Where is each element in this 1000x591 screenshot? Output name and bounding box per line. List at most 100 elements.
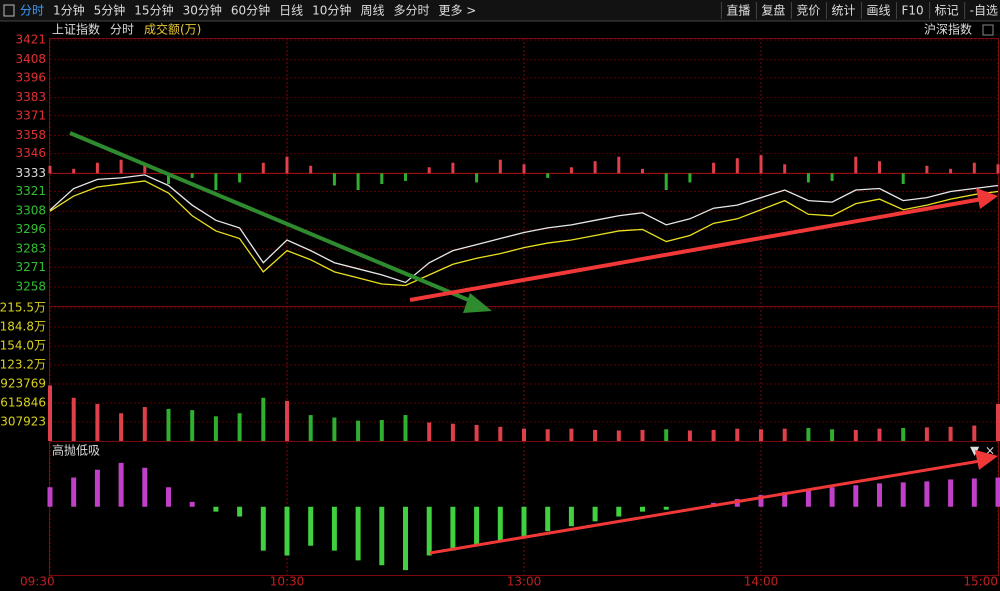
volume-bar <box>142 407 147 441</box>
indicator-bar <box>308 506 314 546</box>
breadth-bar <box>72 168 76 174</box>
panel-icon[interactable] <box>3 4 15 17</box>
close-box[interactable] <box>982 24 994 36</box>
indicator-close[interactable]: × <box>985 444 995 458</box>
toolbar-button[interactable]: F10 <box>901 4 923 18</box>
volume-bar <box>166 408 171 441</box>
breadth-bar <box>641 168 644 174</box>
breadth-bar <box>617 156 621 174</box>
metric-label: 成交额(万) <box>144 22 201 37</box>
toolbar-tab[interactable]: 5分钟 <box>94 3 126 18</box>
indicator-bar <box>189 501 195 507</box>
toolbar-tab[interactable]: 更多 > <box>438 4 476 18</box>
y-tick-label: 154.0万 <box>0 338 46 352</box>
breadth-bar <box>427 167 431 174</box>
y-tick-label: 3421 <box>15 33 46 47</box>
toolbar-tab[interactable]: 多分时 <box>393 4 429 18</box>
volume-bar <box>687 430 692 441</box>
toolbar-button[interactable]: 统计 <box>831 4 855 18</box>
indicator-bar <box>568 506 574 527</box>
volume-bar <box>237 413 242 441</box>
toolbar-tab[interactable]: 10分钟 <box>312 3 351 18</box>
breadth-bar <box>309 165 313 174</box>
toolbar-tab[interactable]: 1分钟 <box>53 3 85 18</box>
volume-bar <box>664 429 669 441</box>
indicator-bar <box>426 506 432 556</box>
indicator-bar <box>782 492 788 507</box>
trend-arrow-down <box>69 131 479 306</box>
breadth-bar <box>48 165 52 174</box>
indicator-bar <box>166 487 171 507</box>
compare-index[interactable]: 沪深指数 <box>924 22 972 37</box>
toolbar-tab[interactable]: 周线 <box>360 4 384 18</box>
arrowhead <box>463 293 492 313</box>
breadth-bar <box>167 173 170 184</box>
indicator-bar <box>284 506 290 556</box>
indicator-bar <box>71 477 77 507</box>
toolbar-button[interactable]: -自选 <box>970 4 998 18</box>
toolbar <box>0 0 1000 21</box>
breadth-bar <box>356 173 360 191</box>
indicator-bar <box>237 506 243 517</box>
indicator-bar <box>94 469 100 507</box>
breadth-bar <box>735 158 739 174</box>
volume-bar <box>498 426 503 441</box>
volume-bar <box>48 385 52 441</box>
toolbar-button[interactable]: 竞价 <box>796 4 820 18</box>
x-tick-label: 13:00 <box>507 575 542 589</box>
indicator-bar <box>450 506 456 551</box>
toolbar-button[interactable]: 直播 <box>726 4 750 18</box>
breadth-bar <box>498 159 502 174</box>
toolbar-tab[interactable]: 15分钟 <box>134 3 173 18</box>
y-tick-label: 3333 <box>15 166 46 180</box>
y-tick-label: 3258 <box>15 280 46 294</box>
volume-bar <box>190 410 195 441</box>
toolbar-button[interactable]: 复盘 <box>761 3 785 18</box>
y-tick-label: 3346 <box>15 146 46 160</box>
volume-bar <box>427 422 432 441</box>
volume-bar <box>948 426 953 441</box>
volume-bar <box>332 417 337 441</box>
indicator-bar <box>331 506 337 551</box>
indicator-bar <box>213 506 219 512</box>
y-tick-label: 3321 <box>15 184 46 198</box>
y-tick-label: 3296 <box>15 222 46 236</box>
indicator-menu[interactable]: ▼ <box>970 444 980 458</box>
x-tick-label: 10:30 <box>270 575 305 589</box>
volume-bar <box>213 416 218 441</box>
volume-bar <box>782 428 787 441</box>
breadth-bar <box>949 168 953 174</box>
toolbar-button[interactable]: 标记 <box>935 4 959 18</box>
toolbar-tab[interactable]: 60分钟 <box>231 3 270 18</box>
y-tick-label: 923769 <box>0 376 46 390</box>
indicator-bar <box>47 487 53 507</box>
y-tick-label: 3283 <box>15 242 46 256</box>
price-line <box>49 180 999 287</box>
toolbar-tab[interactable]: 30分钟 <box>183 3 222 18</box>
indicator-bar <box>142 467 148 507</box>
toolbar-tab[interactable]: 日线 <box>279 4 303 18</box>
toolbar-tab[interactable]: 分时 <box>20 4 44 18</box>
breadth-bar <box>830 173 834 181</box>
indicator-bar <box>995 477 1000 507</box>
indicator-bar <box>521 506 527 536</box>
indicator-bar <box>497 506 503 541</box>
x-tick-label: 09:30 <box>20 575 55 589</box>
volume-bar <box>877 428 882 441</box>
indicator-bar <box>971 478 977 507</box>
breadth-bar <box>190 173 194 178</box>
indicator-bar <box>545 506 551 532</box>
volume-bar <box>71 397 76 441</box>
volume-bar <box>261 397 266 441</box>
breadth-bar <box>664 173 668 191</box>
y-tick-label: 215.5万 <box>0 301 46 315</box>
indicator-bar <box>758 495 764 507</box>
indicator-bar <box>474 506 480 546</box>
x-tick-label: 15:00 <box>963 575 998 589</box>
indicator-bar <box>877 483 882 507</box>
indicator-arrow <box>429 459 981 555</box>
toolbar-button[interactable]: 画线 <box>866 4 890 18</box>
volume-bar <box>95 403 100 441</box>
